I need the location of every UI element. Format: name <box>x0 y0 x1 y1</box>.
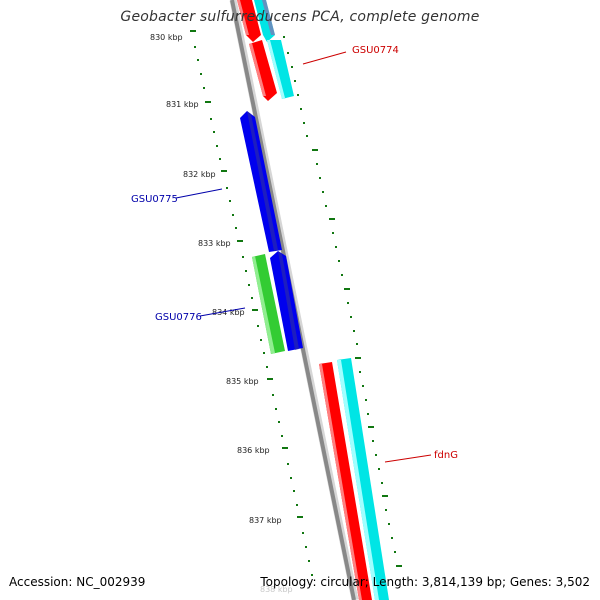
genome-title: Geobacter sulfurreducens PCA, complete g… <box>120 9 480 25</box>
gene-GSU0774-cds <box>249 40 277 101</box>
tick-label-834: 834 kbp <box>212 308 245 317</box>
accession-text: Accession: NC_002939 <box>9 575 146 589</box>
gene-label-GSU0775: GSU0775 <box>131 194 178 205</box>
tick-label-835: 835 kbp <box>226 377 259 386</box>
gene-label-GSU0774: GSU0774 <box>352 45 399 56</box>
right-tick-track <box>283 36 402 567</box>
label-leaders <box>175 51 432 463</box>
tick-labels: 830 kbp 831 kbp 832 kbp 833 kbp 834 kbp … <box>150 33 293 594</box>
gene-GSU0773-cds <box>237 0 261 42</box>
tick-label-831: 831 kbp <box>166 100 199 109</box>
tick-label-830: 830 kbp <box>150 33 183 42</box>
tick-label-837: 837 kbp <box>249 516 282 525</box>
gene-GSU0777-cds <box>270 251 303 351</box>
gene-GSU0774-rna <box>267 40 294 99</box>
left-tick-track <box>190 30 313 576</box>
tick-label-833: 833 kbp <box>198 239 231 248</box>
genome-summary-text: Topology: circular; Length: 3,814,139 bp… <box>260 575 590 589</box>
gene-GSU0776-cds <box>252 254 285 354</box>
tick-label-838: 838 kbp <box>260 585 293 594</box>
gene-label-GSU0776: GSU0776 <box>155 312 202 323</box>
tick-label-832: 832 kbp <box>183 170 216 179</box>
gene-labels: GSU0774 GSU0775 GSU0776 fdnG <box>131 45 458 461</box>
gene-fdnG-rna <box>337 358 389 600</box>
gene-GSU0775-cds <box>240 111 282 252</box>
gene-label-fdnG: fdnG <box>434 450 458 461</box>
gene-fdnG-cds <box>319 362 372 600</box>
tick-label-836: 836 kbp <box>237 446 270 455</box>
gene-GSU0773-rna <box>254 0 275 42</box>
